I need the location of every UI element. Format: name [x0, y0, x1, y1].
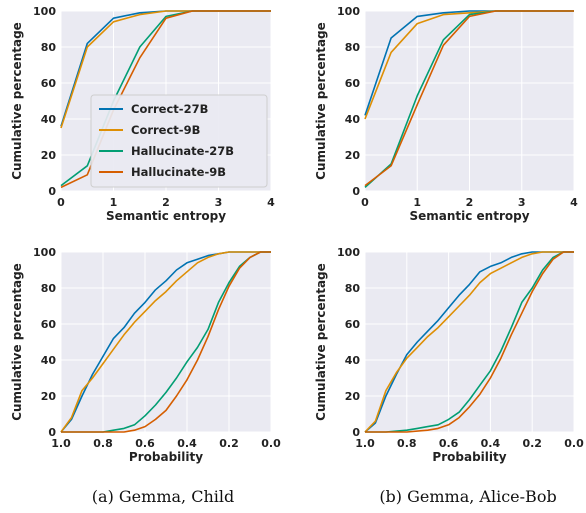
x-tick-label: 1.0 — [51, 437, 71, 450]
y-axis-label: Cumulative percentage — [314, 263, 328, 421]
chart-panel-2: 0 20 40 60 80 100 0 1 2 3 4 Semantic entropy Cumulat… — [314, 5, 578, 223]
y-tick-label: 100 — [337, 246, 360, 259]
legend-label: Hallucinate-9B — [131, 165, 226, 179]
series-line-3 — [61, 251, 271, 433]
x-tick-label: 0.4 — [481, 437, 501, 450]
x-tick-label: 0.8 — [397, 437, 417, 450]
x-tick-label: 0.0 — [261, 437, 281, 450]
legend-box — [90, 94, 268, 188]
x-tick-label: 2 — [466, 196, 474, 209]
x-tick-label: 0.4 — [177, 437, 197, 450]
legend-label: Hallucinate-27B — [131, 144, 234, 158]
y-tick-label: 80 — [345, 282, 361, 295]
y-tick-label: 0 — [48, 185, 56, 198]
y-tick-label: 40 — [345, 113, 361, 126]
legend: Correct-27B Correct-9B Hallucinate-27B Hall… — [90, 94, 268, 188]
series-line-2 — [60, 251, 271, 433]
y-axis-label: Cumulative percentage — [10, 22, 24, 180]
caption-a: (a) Gemma, Child — [92, 487, 234, 506]
y-tick-label: 20 — [41, 390, 57, 403]
y-tick-label: 100 — [337, 5, 360, 18]
caption-b: (b) Gemma, Alice-Bob — [379, 487, 556, 506]
chart-panel-1: 0 20 40 60 80 100 0 1 2 3 4 Semantic entropy Cumulat… — [10, 5, 275, 223]
series-line-3 — [365, 251, 574, 433]
series-line-2 — [364, 251, 574, 433]
y-tick-label: 80 — [41, 41, 57, 54]
y-tick-label: 20 — [41, 149, 57, 162]
x-tick-label: 1.0 — [355, 437, 375, 450]
x-tick-label: 0.0 — [564, 437, 584, 450]
x-axis-label: Semantic entropy — [409, 209, 529, 223]
x-tick-label: 4 — [267, 196, 275, 209]
x-axis-label: Semantic entropy — [106, 209, 226, 223]
plot-area — [61, 252, 271, 432]
x-axis-label: Probability — [432, 450, 506, 464]
y-axis-label: Cumulative percentage — [314, 22, 328, 180]
x-tick-label: 1 — [110, 196, 118, 209]
legend-label: Correct-9B — [131, 123, 200, 137]
x-tick-label: 4 — [570, 196, 578, 209]
y-tick-label: 80 — [41, 282, 57, 295]
chart-panel-3: 0 20 40 60 80 100 1.0 0.8 0.6 0.4 0.2 0.0 Probabilit… — [10, 246, 281, 464]
y-tick-label: 60 — [41, 77, 57, 90]
x-tick-label: 0 — [361, 196, 369, 209]
series-line-4 — [61, 251, 271, 433]
series-line-4 — [365, 251, 574, 433]
y-tick-label: 40 — [41, 354, 57, 367]
y-tick-label: 0 — [48, 426, 56, 439]
y-tick-label: 40 — [345, 354, 361, 367]
y-axis-label: Cumulative percentage — [10, 263, 24, 421]
y-tick-label: 100 — [33, 5, 56, 18]
y-tick-label: 0 — [352, 426, 360, 439]
x-tick-label: 3 — [215, 196, 223, 209]
x-tick-label: 0.8 — [93, 437, 113, 450]
y-tick-label: 60 — [41, 318, 57, 331]
series-line-4 — [364, 10, 574, 187]
y-tick-label: 60 — [345, 77, 361, 90]
x-tick-label: 0.2 — [219, 437, 239, 450]
y-tick-label: 80 — [345, 41, 361, 54]
y-tick-label: 0 — [352, 185, 360, 198]
x-tick-label: 0.2 — [522, 437, 542, 450]
x-tick-label: 3 — [518, 196, 526, 209]
x-tick-label: 0.6 — [135, 437, 155, 450]
x-tick-label: 0.6 — [439, 437, 459, 450]
x-axis-label: Probability — [129, 450, 203, 464]
x-tick-label: 1 — [413, 196, 421, 209]
y-tick-label: 40 — [41, 113, 57, 126]
y-tick-label: 20 — [345, 390, 361, 403]
y-tick-label: 20 — [345, 149, 361, 162]
legend-label: Correct-27B — [131, 102, 208, 116]
y-tick-label: 100 — [33, 246, 56, 259]
x-tick-label: 2 — [162, 196, 170, 209]
chart-panel-4: 0 20 40 60 80 100 1.0 0.8 0.6 0.4 0.2 0.0 Probabilit… — [314, 246, 584, 464]
y-tick-label: 60 — [345, 318, 361, 331]
plot-area — [365, 252, 574, 432]
x-tick-label: 0 — [57, 196, 65, 209]
